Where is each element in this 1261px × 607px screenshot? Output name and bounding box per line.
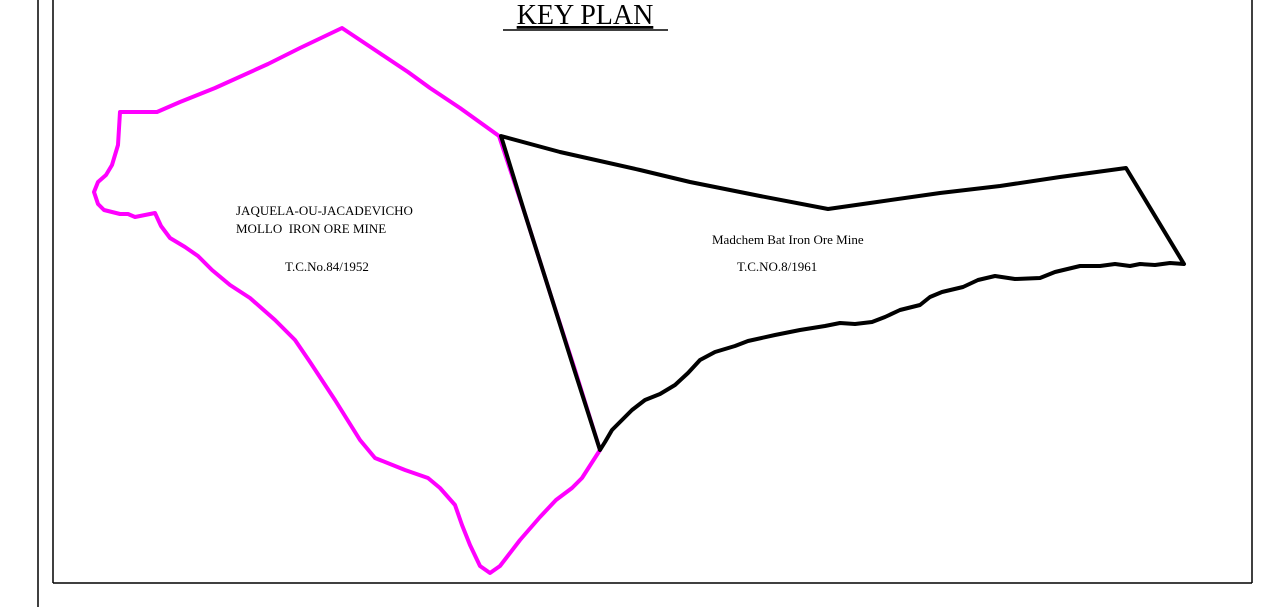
jaquela-mine-tc-number: T.C.No.84/1952 (285, 259, 369, 274)
map-title: KEY PLAN (517, 0, 654, 31)
madchem-mine-tc-number: T.C.NO.8/1961 (737, 259, 817, 274)
jaquela-mine-name-line1: JAQUELA-OU-JACADEVICHO (236, 203, 413, 218)
madchem-mine-boundary (499, 134, 1186, 452)
jaquela-mine-boundary (92, 26, 602, 575)
madchem-mine-name: Madchem Bat Iron Ore Mine (712, 232, 864, 247)
jaquela-mine-name-line2: MOLLO IRON ORE MINE (236, 221, 386, 236)
